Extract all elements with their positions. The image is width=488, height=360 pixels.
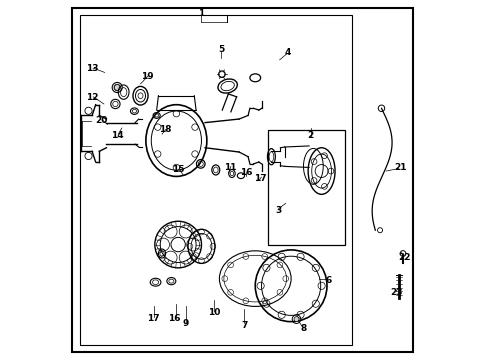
Text: 10: 10	[207, 308, 220, 317]
Text: 3: 3	[275, 206, 281, 215]
Text: 18: 18	[159, 125, 171, 134]
Text: 5: 5	[218, 45, 224, 54]
Text: 15: 15	[172, 165, 184, 174]
Text: 1: 1	[198, 9, 204, 18]
Bar	[80, 15, 351, 345]
Text: 17: 17	[254, 174, 266, 183]
Text: 16: 16	[240, 168, 252, 177]
Text: 2: 2	[307, 131, 313, 140]
Text: 20: 20	[95, 116, 107, 125]
Text: 8: 8	[300, 324, 306, 333]
Text: 11: 11	[224, 163, 236, 172]
Text: 17: 17	[146, 314, 159, 323]
Text: 19: 19	[141, 72, 154, 81]
Text: 21: 21	[393, 163, 406, 172]
Text: 4: 4	[284, 48, 290, 57]
Text: 7: 7	[241, 321, 247, 330]
Text: 12: 12	[86, 93, 98, 102]
Bar	[267, 130, 344, 244]
Circle shape	[114, 85, 120, 90]
Text: 9: 9	[182, 319, 188, 328]
Text: 22: 22	[397, 253, 409, 262]
Text: 14: 14	[111, 131, 123, 140]
Text: 16: 16	[168, 314, 181, 323]
Text: 23: 23	[390, 288, 402, 297]
Text: 6: 6	[325, 276, 331, 285]
Circle shape	[293, 317, 298, 321]
Text: 13: 13	[86, 64, 98, 73]
